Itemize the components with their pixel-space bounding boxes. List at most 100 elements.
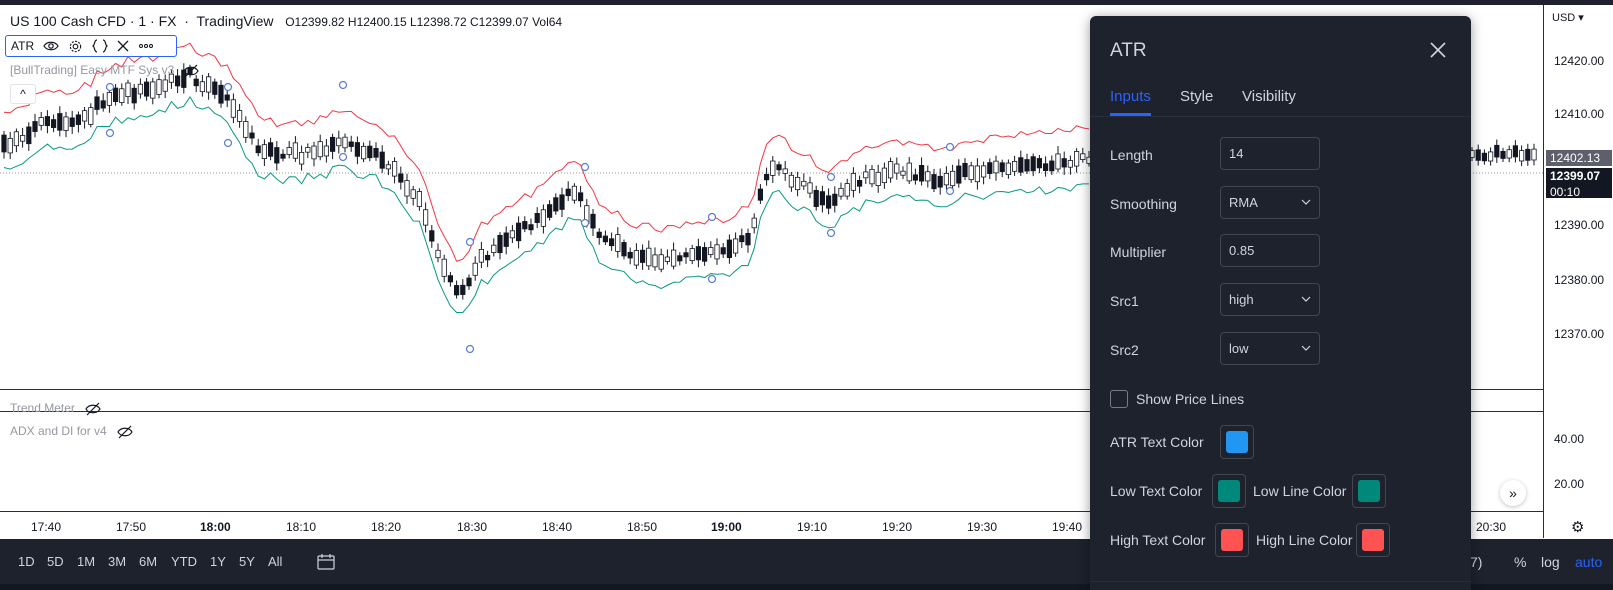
low-text-color-button[interactable] xyxy=(1212,474,1246,508)
pane-separator[interactable] xyxy=(0,411,1543,412)
adx-label[interactable]: ADX and DI for v4 xyxy=(10,424,134,439)
collapse-legend-button[interactable]: ^ xyxy=(10,84,36,104)
price-tick: 12420.00 xyxy=(1554,54,1605,68)
range-1d-button[interactable]: 1D xyxy=(18,554,35,569)
candle-body xyxy=(689,248,695,261)
log-scale-toggle[interactable]: log xyxy=(1541,554,1560,570)
range-5d-button[interactable]: 5D xyxy=(47,554,64,569)
candle-body xyxy=(559,194,565,210)
more-icon[interactable] xyxy=(138,43,154,49)
candle-body xyxy=(974,165,981,183)
high-line-color-button[interactable] xyxy=(1356,523,1390,557)
candle-body xyxy=(286,147,292,155)
eye-icon[interactable] xyxy=(43,40,59,52)
candle-body xyxy=(503,232,509,247)
candle-body xyxy=(658,254,664,270)
go-to-date-icon[interactable] xyxy=(317,554,335,570)
trend-meter-label[interactable]: Trend Meter xyxy=(10,401,102,416)
chart-settings-icon[interactable]: ⚙ xyxy=(1571,519,1585,536)
time-tick: 18:50 xyxy=(627,520,658,534)
currency-label[interactable]: USD ▾ xyxy=(1552,12,1584,24)
candle-body xyxy=(323,145,330,157)
gear-icon[interactable] xyxy=(68,39,83,54)
overlay-indicator-label[interactable]: [BullTrading] Easy MTF Sys v3 xyxy=(10,63,200,78)
range-3m-button[interactable]: 3M xyxy=(108,554,127,569)
main-chart-area[interactable] xyxy=(0,5,1543,390)
range-5y-button[interactable]: 5Y xyxy=(239,554,255,569)
range-ytd-button[interactable]: YTD xyxy=(171,554,197,569)
tab-inputs[interactable]: Inputs xyxy=(1110,88,1151,116)
last-price-value: 12399.07 xyxy=(1550,169,1601,183)
candle-body xyxy=(621,242,627,257)
candle-body xyxy=(987,162,993,174)
time-tick: 19:40 xyxy=(1052,520,1083,534)
collapse-glyph: ^ xyxy=(20,87,26,101)
candle-body xyxy=(143,81,150,97)
symbol-name[interactable]: US 100 Cash CFD · 1 · FX xyxy=(10,13,177,29)
auto-scale-toggle[interactable]: auto xyxy=(1575,554,1603,570)
candle-body xyxy=(801,180,807,187)
atr-text-color-button[interactable] xyxy=(1220,425,1254,459)
low-text-color-label: Low Text Color xyxy=(1110,483,1203,499)
range-1y-button[interactable]: 1Y xyxy=(210,554,226,569)
candle-body xyxy=(453,285,460,296)
candle-body xyxy=(1074,151,1080,167)
candle-body xyxy=(509,230,516,239)
candle-body xyxy=(491,244,497,253)
range-6m-button[interactable]: 6M xyxy=(139,554,158,569)
adx-tick: 40.00 xyxy=(1554,432,1585,446)
pane-separator[interactable] xyxy=(0,389,1543,390)
range-all-button[interactable]: All xyxy=(268,554,283,569)
candle-body xyxy=(1525,148,1531,161)
hidden-eye-icon[interactable] xyxy=(116,425,134,439)
length-input[interactable] xyxy=(1220,137,1320,170)
show-price-lines-label[interactable]: Show Price Lines xyxy=(1136,391,1245,407)
src2-select[interactable]: low xyxy=(1220,332,1320,365)
atr-legend-label[interactable]: ATR xyxy=(11,39,35,53)
candle-body xyxy=(174,75,181,87)
candle-body xyxy=(404,180,410,197)
candle-body xyxy=(745,232,751,246)
legend-title: US 100 Cash CFD · 1 · FX · TradingView O… xyxy=(10,13,563,29)
close-icon[interactable] xyxy=(1426,38,1450,62)
multiplier-input[interactable] xyxy=(1220,234,1320,267)
candle-body xyxy=(205,76,212,93)
tab-visibility[interactable]: Visibility xyxy=(1242,88,1296,105)
candle-body xyxy=(131,87,137,104)
candle-body xyxy=(633,250,640,266)
scroll-to-realtime-button[interactable]: » xyxy=(1500,480,1526,506)
hidden-eye-icon[interactable] xyxy=(84,402,102,416)
src2-label: Src2 xyxy=(1110,342,1139,358)
smoothing-select[interactable]: RMA xyxy=(1220,186,1320,219)
remove-icon[interactable] xyxy=(117,40,129,52)
candle-body xyxy=(472,262,478,276)
atr-legend-row[interactable]: ATR xyxy=(5,35,177,57)
dialog-tabs: Inputs Style Visibility xyxy=(1090,82,1471,117)
candle-body xyxy=(199,81,205,93)
candle-body xyxy=(937,175,943,188)
candle-body xyxy=(906,162,912,182)
tab-style[interactable]: Style xyxy=(1180,88,1214,105)
timezone-fragment[interactable]: 7) xyxy=(1470,554,1483,570)
time-tick: 18:00 xyxy=(200,520,231,534)
hidden-eye-icon[interactable] xyxy=(182,64,200,78)
low-line-color-button[interactable] xyxy=(1352,474,1386,508)
show-price-lines-checkbox[interactable] xyxy=(1110,390,1128,408)
price-axis[interactable]: USD ▾ 12420.00 12410.00 12390.00 12380.0… xyxy=(1543,5,1613,538)
candle-body xyxy=(119,88,125,103)
swing-marker xyxy=(465,344,475,354)
percent-scale-toggle[interactable]: % xyxy=(1514,554,1527,570)
src1-select[interactable]: high xyxy=(1220,283,1320,316)
high-text-color-button[interactable] xyxy=(1215,523,1249,557)
smoothing-label: Smoothing xyxy=(1110,196,1177,212)
candle-body xyxy=(63,116,69,131)
candle-body xyxy=(708,247,714,255)
candle-body xyxy=(416,191,423,208)
candle-body xyxy=(962,162,968,178)
candle-body xyxy=(305,147,311,153)
range-1m-button[interactable]: 1M xyxy=(77,554,96,569)
candle-body xyxy=(888,161,894,179)
candle-body xyxy=(540,209,547,227)
atr-upper-band xyxy=(3,42,1090,262)
source-code-icon[interactable] xyxy=(92,39,109,53)
